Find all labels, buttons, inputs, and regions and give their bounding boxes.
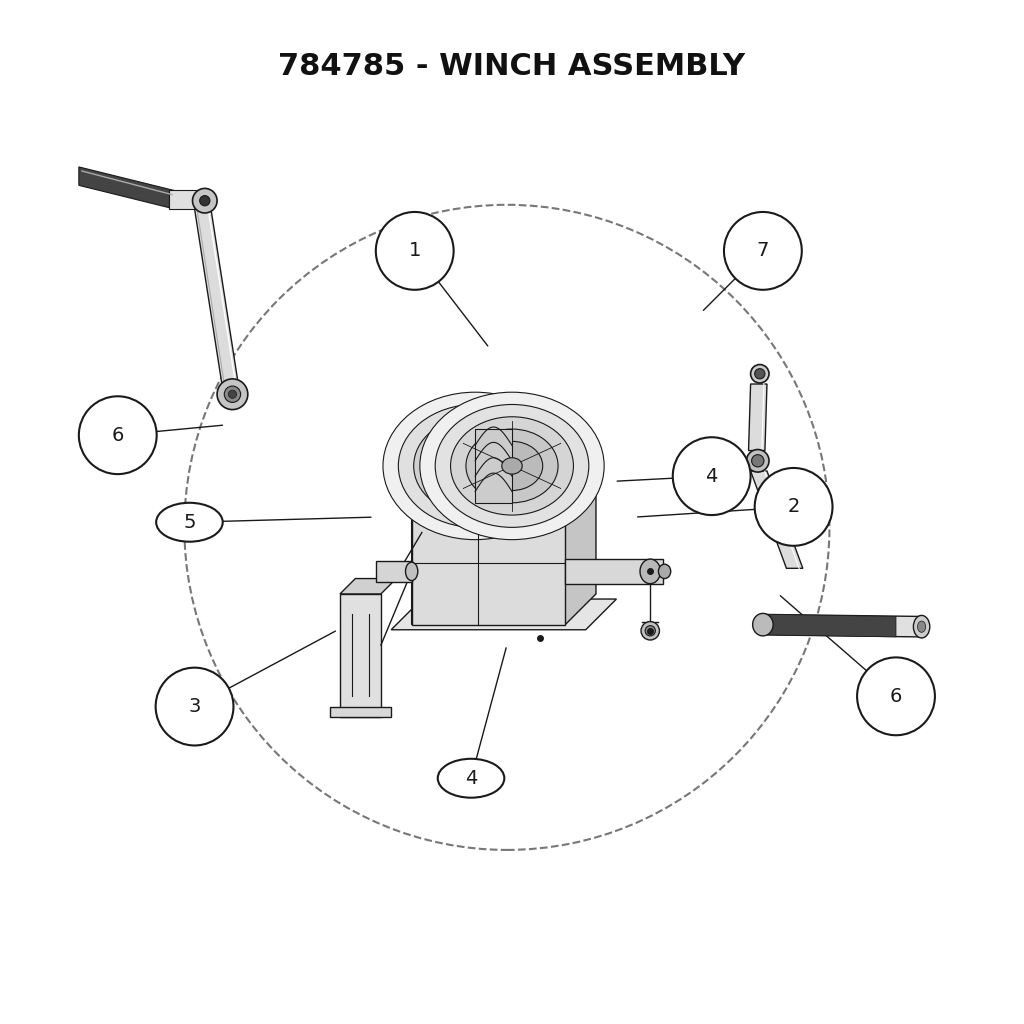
- Circle shape: [673, 437, 751, 515]
- Circle shape: [724, 212, 802, 290]
- Ellipse shape: [913, 615, 930, 638]
- Polygon shape: [330, 707, 391, 717]
- Ellipse shape: [752, 455, 764, 467]
- Polygon shape: [475, 429, 512, 503]
- Text: 6: 6: [890, 687, 902, 706]
- Ellipse shape: [451, 417, 573, 515]
- Ellipse shape: [466, 429, 558, 503]
- Ellipse shape: [751, 365, 769, 383]
- Text: 5: 5: [183, 513, 196, 531]
- Ellipse shape: [640, 559, 660, 584]
- Circle shape: [156, 668, 233, 745]
- Ellipse shape: [460, 454, 490, 478]
- Text: 7: 7: [757, 242, 769, 260]
- Polygon shape: [391, 599, 616, 630]
- Polygon shape: [412, 481, 442, 625]
- Polygon shape: [412, 481, 596, 512]
- Ellipse shape: [435, 404, 589, 527]
- Polygon shape: [376, 561, 412, 582]
- Ellipse shape: [228, 390, 237, 398]
- Polygon shape: [565, 481, 596, 625]
- Polygon shape: [749, 384, 767, 451]
- Polygon shape: [79, 167, 174, 209]
- Text: 2: 2: [787, 498, 800, 516]
- Polygon shape: [340, 579, 396, 594]
- Ellipse shape: [429, 429, 521, 503]
- Text: 784785 - WINCH ASSEMBLY: 784785 - WINCH ASSEMBLY: [279, 52, 745, 81]
- Text: 4: 4: [706, 467, 718, 485]
- Ellipse shape: [383, 392, 567, 540]
- Polygon shape: [751, 471, 803, 568]
- Polygon shape: [768, 614, 896, 637]
- Text: 3: 3: [188, 697, 201, 716]
- Ellipse shape: [414, 417, 537, 515]
- Ellipse shape: [406, 562, 418, 581]
- Ellipse shape: [224, 386, 241, 402]
- Polygon shape: [340, 594, 381, 717]
- Ellipse shape: [200, 196, 210, 206]
- Text: 6: 6: [112, 426, 124, 444]
- Text: 4: 4: [465, 769, 477, 787]
- Circle shape: [79, 396, 157, 474]
- Polygon shape: [195, 209, 239, 386]
- Circle shape: [857, 657, 935, 735]
- Ellipse shape: [156, 503, 223, 542]
- Ellipse shape: [398, 404, 552, 527]
- Ellipse shape: [420, 392, 604, 540]
- Ellipse shape: [753, 613, 773, 636]
- Ellipse shape: [193, 188, 217, 213]
- Ellipse shape: [502, 458, 522, 474]
- Ellipse shape: [645, 626, 655, 636]
- Ellipse shape: [755, 369, 765, 379]
- Circle shape: [376, 212, 454, 290]
- Ellipse shape: [481, 441, 543, 490]
- Ellipse shape: [444, 441, 506, 490]
- Polygon shape: [169, 190, 205, 209]
- Ellipse shape: [746, 450, 769, 472]
- Text: 1: 1: [409, 242, 421, 260]
- Ellipse shape: [658, 564, 671, 579]
- Polygon shape: [763, 614, 922, 637]
- Ellipse shape: [918, 621, 926, 632]
- Ellipse shape: [438, 759, 505, 798]
- Circle shape: [755, 468, 833, 546]
- Polygon shape: [565, 559, 663, 584]
- Ellipse shape: [217, 379, 248, 410]
- Polygon shape: [412, 512, 565, 625]
- Ellipse shape: [641, 622, 659, 640]
